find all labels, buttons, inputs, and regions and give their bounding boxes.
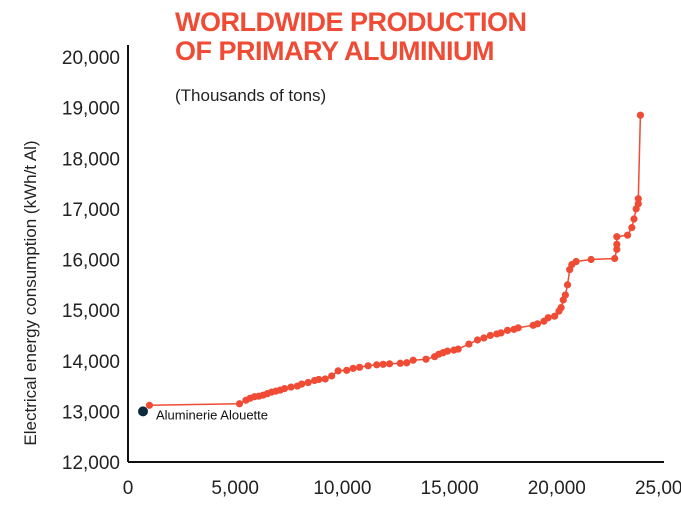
highlight-group: Aluminerie Alouette xyxy=(138,406,268,422)
data-point xyxy=(636,111,645,119)
y-tick-label: 16,000 xyxy=(62,251,120,272)
y-tick-label: 13,000 xyxy=(62,402,120,423)
y-tick-label: 20,000 xyxy=(62,48,120,69)
x-tick-label: 15,000 xyxy=(421,478,479,499)
y-axis-label: Electrical energy consumption (kWh/t Al) xyxy=(21,140,40,445)
data-point xyxy=(473,336,482,344)
x-tick-label: 10,000 xyxy=(313,478,371,499)
data-point xyxy=(396,359,404,367)
data-point xyxy=(628,224,636,232)
data-point xyxy=(561,291,569,299)
y-tick-label: 19,000 xyxy=(62,99,120,120)
x-tick-label: 0 xyxy=(123,478,134,499)
data-point xyxy=(611,254,619,263)
y-tick-label: 15,000 xyxy=(62,301,120,322)
data-point xyxy=(409,356,417,364)
axes-group xyxy=(127,45,664,463)
data-point xyxy=(321,375,329,383)
highlight-point xyxy=(138,406,149,417)
data-point xyxy=(403,359,411,367)
data-point xyxy=(465,340,473,348)
y-tick-label: 18,000 xyxy=(62,149,120,170)
data-point xyxy=(544,314,552,322)
chart-subtitle: (Thousands of tons) xyxy=(175,86,327,105)
data-point xyxy=(355,363,364,371)
data-point xyxy=(443,347,452,355)
x-tick-label: 25,000 xyxy=(635,478,681,499)
data-point xyxy=(385,360,394,368)
data-point xyxy=(613,240,621,248)
data-point xyxy=(497,329,505,337)
data-point xyxy=(422,355,430,363)
x-tick-label: 20,000 xyxy=(528,478,586,499)
data-point xyxy=(328,372,336,380)
data-point xyxy=(486,331,494,340)
y-tick-label: 12,000 xyxy=(62,453,120,474)
data-point xyxy=(613,245,621,253)
data-point xyxy=(145,401,154,409)
data-point xyxy=(364,362,372,370)
data-point xyxy=(503,326,512,334)
series-line xyxy=(149,115,642,407)
y-tick-labels: 12,000 13,000 14,000 15,000 16,000 17,000 18,0… xyxy=(62,48,120,474)
data-point xyxy=(315,375,323,384)
data-point xyxy=(634,200,642,208)
data-point xyxy=(373,361,381,369)
data-point xyxy=(514,324,522,332)
y-tick-label: 14,000 xyxy=(62,352,120,373)
data-point xyxy=(623,231,632,239)
data-point xyxy=(235,400,244,408)
x-tick-label: 5,000 xyxy=(211,478,259,499)
data-point xyxy=(572,257,580,266)
data-point xyxy=(557,303,565,312)
data-point xyxy=(298,380,306,388)
series-group xyxy=(145,111,645,409)
data-point xyxy=(379,360,387,368)
y-tick-label: 17,000 xyxy=(62,200,120,221)
data-point xyxy=(343,366,351,374)
data-point xyxy=(634,195,642,203)
data-point xyxy=(480,334,488,342)
x-tick-labels: 0 5,000 10,000 15,000 20,000 25,000 xyxy=(123,478,681,499)
data-point xyxy=(533,320,542,328)
data-point xyxy=(334,367,342,375)
data-point xyxy=(454,345,462,353)
highlight-label: Aluminerie Alouette xyxy=(156,407,268,422)
data-point xyxy=(587,255,595,264)
chart-title-line-2: OF PRIMARY ALUMINIUM xyxy=(175,36,494,66)
chart-title: WORLDWIDE PRODUCTION xyxy=(175,7,527,37)
data-point xyxy=(280,384,289,393)
data-point xyxy=(349,364,357,372)
data-point xyxy=(304,378,312,387)
data-point xyxy=(630,215,638,223)
data-point xyxy=(613,233,621,241)
data-point xyxy=(551,312,559,320)
data-point xyxy=(563,281,572,289)
data-point xyxy=(287,383,295,391)
